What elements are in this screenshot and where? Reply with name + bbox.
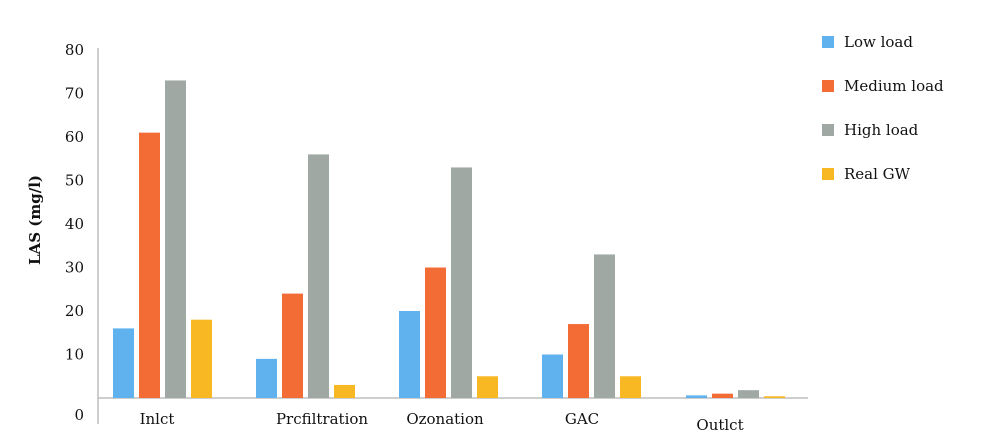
legend-label: Real GW [844,165,911,183]
bar [399,311,420,398]
bar [308,154,329,398]
legend-swatch [822,36,834,48]
bar [139,132,160,398]
legend-swatch [822,168,834,180]
y-tick-label: 30 [65,259,84,277]
y-tick-label: 10 [65,346,84,364]
bar [256,358,277,398]
y-tick-label: 60 [65,128,84,146]
legend-label: High load [844,121,919,139]
bar [451,167,472,398]
y-axis-label: LAS (mg/l) [26,175,44,265]
bar [764,396,785,398]
x-category-label: Inlct [140,410,175,428]
bar [594,254,615,398]
bar-series-group [113,80,785,398]
x-category-label: Prcfiltration [276,410,368,428]
bar [542,354,563,398]
x-category-label: Ozonation [406,410,484,428]
y-tick-label: 50 [65,172,84,190]
y-tick-label: 20 [65,302,84,320]
bar [686,395,707,398]
bar [620,376,641,398]
bar [191,319,212,398]
legend-swatch [822,124,834,136]
y-tick-labels: 0 10 20 30 40 50 60 70 80 [65,41,84,424]
bar [568,324,589,398]
y-tick-label: 80 [65,41,84,59]
bar [738,390,759,398]
y-tick-label: 0 [74,406,84,424]
bar [712,393,733,398]
x-category-label: Outlct [696,416,743,434]
category-labels: Inlct Prcfiltration Ozonation GAC Outlct [140,410,744,434]
legend-label: Medium load [844,77,944,95]
bar [425,267,446,398]
legend: Low load Medium load High load Real GW [822,33,944,183]
bar [113,328,134,398]
bar [165,80,186,398]
x-category-label: GAC [565,410,599,428]
bar [282,293,303,398]
bar [334,384,355,398]
bar [477,376,498,398]
y-tick-label: 40 [65,215,84,233]
legend-label: Low load [844,33,913,51]
y-tick-label: 70 [65,85,84,103]
legend-swatch [822,80,834,92]
